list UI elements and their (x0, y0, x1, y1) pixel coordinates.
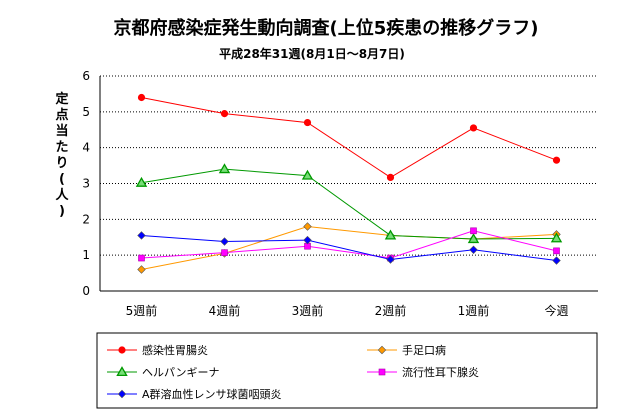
legend-marker-1 (377, 345, 387, 355)
y-axis-title-char-0: 定 (54, 91, 68, 107)
series-2-point-2 (301, 169, 314, 180)
legend-box (96, 332, 598, 409)
series-2-point-3 (384, 229, 397, 240)
series-1-point-2 (303, 222, 312, 231)
series-3-point-5 (553, 247, 560, 255)
series-0-point-0 (137, 93, 146, 102)
legend-label-0: 感染性胃腸炎 (142, 343, 208, 357)
y-axis-title-char-6: 人 (55, 187, 69, 203)
y-tick-label-4: 4 (82, 141, 90, 155)
y-axis-title-char-2: 当 (55, 123, 68, 139)
x-tick-labels: 5週前 4週前 3週前 2週前 1週前 今週 (126, 303, 569, 318)
series-4-point-3 (386, 255, 395, 264)
series-2-point-5 (550, 232, 563, 243)
legend-marker-3 (378, 368, 386, 376)
series-line-0 (141, 97, 557, 178)
y-axis-title-char-5: ( (59, 172, 65, 187)
y-tick-label-3: 3 (82, 177, 90, 191)
y-tick-labels: 0 1 2 3 4 5 6 (82, 69, 90, 298)
x-tick-label-1: 4週前 (209, 303, 241, 318)
x-tick-label-3: 2週前 (375, 303, 407, 318)
legend-marker-4 (117, 389, 127, 399)
series-4-point-4 (469, 245, 478, 255)
series-1-point-0 (137, 265, 146, 274)
chart-subtitle: 平成28年31週(8月1日～8月7日) (219, 46, 405, 61)
series-0-point-2 (303, 118, 312, 127)
x-tick-label-4: 1週前 (458, 303, 490, 318)
series-4-point-2 (303, 235, 312, 245)
series-3-point-4 (470, 227, 477, 235)
y-tick-label-0: 0 (82, 284, 90, 298)
legend-label-4: A群溶血性レンサ球菌咽頭炎 (142, 387, 282, 401)
series-2-point-4 (467, 233, 480, 244)
y-axis-title-char-4: り (55, 156, 68, 171)
series-3-point-0 (138, 254, 145, 262)
series-line-1 (141, 225, 557, 270)
grid-lines (100, 75, 598, 256)
axes (99, 76, 598, 292)
legend-label-2: ヘルパンギーナ (142, 366, 220, 379)
series-line-2 (141, 168, 557, 240)
series-2-point-0 (135, 176, 148, 187)
x-tick-label-0: 5週前 (126, 303, 158, 318)
series-0-point-5 (552, 156, 561, 164)
chart-title: 京都府感染症発生動向調査(上位5疾患の推移グラフ) (114, 17, 539, 39)
legend-marker-2 (116, 366, 128, 377)
legend-label-1: 手足口病 (402, 343, 446, 357)
y-tick-label-5: 5 (82, 105, 90, 119)
legend-label-3: 流行性耳下腺炎 (402, 365, 479, 379)
x-tick-label-5: 今週 (544, 303, 568, 318)
x-tick-label-2: 3週前 (292, 303, 324, 318)
series-3-point-1 (221, 249, 228, 256)
series-line-4 (141, 234, 557, 262)
series-4-point-1 (220, 237, 229, 246)
y-axis-title-char-3: た (55, 140, 68, 155)
series-line-3 (141, 230, 557, 259)
y-tick-label-2: 2 (82, 212, 90, 226)
series-2-point-1 (218, 163, 231, 174)
y-axis-title-char-7: ) (59, 204, 65, 219)
series-4-point-5 (552, 256, 561, 265)
y-tick-label-6: 6 (82, 69, 90, 83)
legend-marker-0 (118, 346, 126, 354)
series-group (135, 93, 563, 274)
y-tick-label-1: 1 (82, 248, 90, 262)
series-0-point-3 (386, 173, 395, 182)
series-0-point-4 (469, 124, 478, 132)
series-0-point-1 (220, 110, 229, 118)
series-4-point-0 (137, 231, 146, 240)
y-axis-title-char-1: 点 (55, 107, 68, 123)
